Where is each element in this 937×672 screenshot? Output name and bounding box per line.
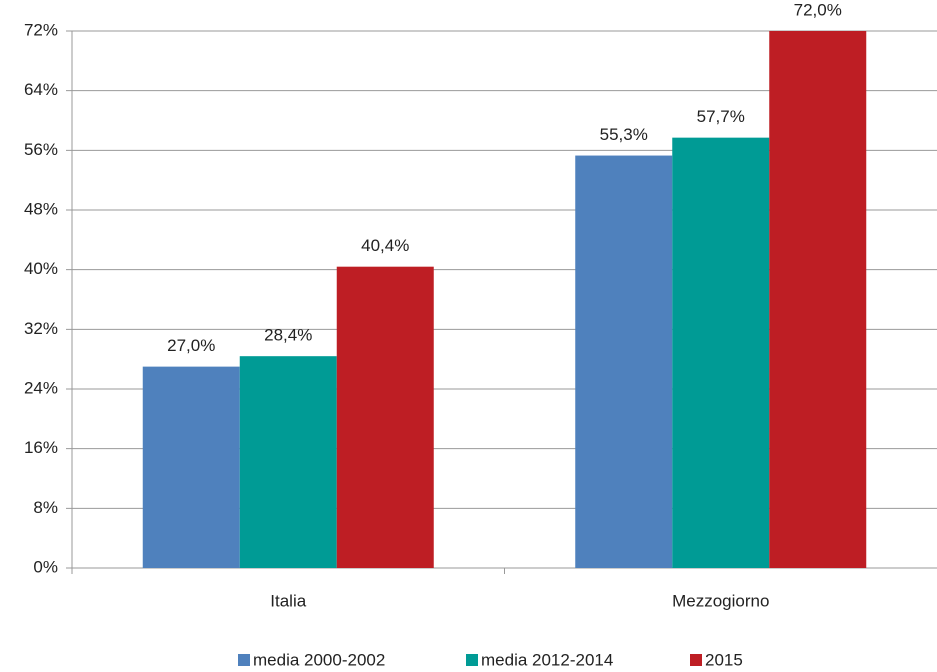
y-tick-label: 56% (24, 140, 58, 159)
legend-swatch (238, 654, 250, 666)
y-tick-label: 32% (24, 319, 58, 338)
data-label: 72,0% (794, 0, 842, 19)
x-tick-label: Mezzogiorno (672, 591, 769, 610)
x-tick-label: Italia (270, 591, 306, 610)
bar (336, 266, 434, 568)
y-tick-label: 64% (24, 80, 58, 99)
legend-swatch (466, 654, 478, 666)
data-label: 28,4% (264, 326, 312, 345)
y-tick-label: 16% (24, 438, 58, 457)
bar (142, 366, 240, 568)
y-tick-label: 8% (33, 498, 58, 517)
bar (575, 155, 673, 568)
bar (769, 31, 867, 568)
data-label: 57,7% (697, 107, 745, 126)
bar (239, 356, 337, 568)
y-tick-label: 72% (24, 20, 58, 39)
data-label: 55,3% (600, 125, 648, 144)
y-tick-label: 0% (33, 557, 58, 576)
data-label: 40,4% (361, 236, 409, 255)
y-tick-label: 40% (24, 259, 58, 278)
data-label: 27,0% (167, 336, 215, 355)
legend-swatch (690, 654, 702, 666)
legend-label: 2015 (705, 650, 743, 669)
y-tick-label: 48% (24, 199, 58, 218)
legend-label: media 2000-2002 (253, 650, 385, 669)
bar (672, 137, 770, 568)
legend-label: media 2012-2014 (481, 650, 613, 669)
y-tick-label: 24% (24, 378, 58, 397)
